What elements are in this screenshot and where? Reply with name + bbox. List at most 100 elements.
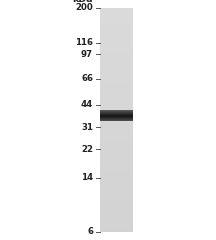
Bar — [100, 42, 133, 43]
Bar — [100, 218, 133, 219]
Bar — [100, 151, 133, 152]
Bar — [100, 137, 133, 138]
Bar — [100, 117, 133, 118]
Bar — [100, 23, 133, 24]
Bar — [100, 37, 133, 38]
Bar — [100, 92, 133, 93]
Bar — [100, 219, 133, 220]
Bar — [100, 79, 133, 80]
Bar — [100, 113, 133, 114]
Bar — [100, 164, 133, 165]
Bar — [100, 170, 133, 171]
Bar — [100, 67, 133, 68]
Bar — [100, 155, 133, 156]
Bar — [100, 141, 133, 142]
Bar — [100, 74, 133, 75]
Bar — [100, 112, 133, 113]
Bar — [100, 102, 133, 103]
Bar — [100, 120, 133, 121]
Bar — [100, 19, 133, 20]
Bar — [100, 93, 133, 94]
Bar — [100, 27, 133, 28]
Bar — [100, 47, 133, 48]
Bar — [100, 33, 133, 34]
Bar — [100, 172, 133, 173]
Bar — [100, 113, 133, 114]
Bar — [100, 108, 133, 109]
Bar — [100, 112, 133, 113]
Bar — [100, 12, 133, 13]
Bar — [100, 16, 133, 17]
Bar — [100, 78, 133, 79]
Bar — [100, 24, 133, 25]
Bar — [100, 10, 133, 11]
Bar — [100, 13, 133, 14]
Bar — [100, 45, 133, 46]
Bar — [100, 122, 133, 123]
Bar — [100, 106, 133, 107]
Bar — [100, 133, 133, 134]
Bar — [100, 115, 133, 116]
Bar — [100, 48, 133, 49]
Bar — [100, 152, 133, 153]
Bar — [100, 53, 133, 54]
Bar — [100, 159, 133, 160]
Bar — [100, 43, 133, 44]
Bar — [100, 206, 133, 207]
Bar — [100, 139, 133, 140]
Bar — [100, 182, 133, 183]
Bar — [100, 129, 133, 130]
Bar — [100, 198, 133, 199]
Bar — [100, 56, 133, 57]
Bar — [100, 153, 133, 154]
Bar — [100, 118, 133, 119]
Text: 97: 97 — [81, 50, 93, 59]
Bar — [100, 40, 133, 41]
Bar — [100, 197, 133, 198]
Bar — [100, 174, 133, 175]
Bar — [100, 169, 133, 170]
Bar — [100, 119, 133, 120]
Bar — [100, 154, 133, 155]
Bar — [100, 76, 133, 77]
Bar — [100, 107, 133, 108]
Bar — [100, 200, 133, 201]
Bar — [100, 61, 133, 62]
Bar — [100, 205, 133, 206]
Bar — [100, 111, 133, 112]
Bar — [100, 161, 133, 162]
Bar — [100, 123, 133, 124]
Bar — [100, 201, 133, 202]
Text: 44: 44 — [81, 100, 93, 109]
Bar — [100, 212, 133, 213]
Bar — [100, 86, 133, 87]
Bar — [100, 46, 133, 47]
Bar — [100, 128, 133, 129]
Bar — [100, 114, 133, 115]
Bar — [100, 208, 133, 209]
Bar — [100, 190, 133, 191]
Bar — [100, 148, 133, 149]
Bar — [100, 162, 133, 163]
Bar — [100, 195, 133, 196]
Bar — [100, 38, 133, 39]
Bar — [100, 83, 133, 84]
Bar — [100, 150, 133, 151]
Bar — [100, 135, 133, 136]
Bar — [100, 231, 133, 232]
Bar — [100, 100, 133, 101]
Bar — [100, 119, 133, 120]
Bar — [100, 111, 133, 112]
Bar — [100, 32, 133, 33]
Bar — [100, 191, 133, 192]
Bar — [100, 211, 133, 212]
Bar — [100, 11, 133, 12]
Bar — [100, 73, 133, 74]
Bar — [100, 90, 133, 91]
Bar — [100, 132, 133, 133]
Bar — [100, 49, 133, 50]
Bar — [100, 55, 133, 56]
Bar — [100, 116, 133, 117]
Bar — [100, 8, 133, 9]
Bar — [100, 220, 133, 221]
